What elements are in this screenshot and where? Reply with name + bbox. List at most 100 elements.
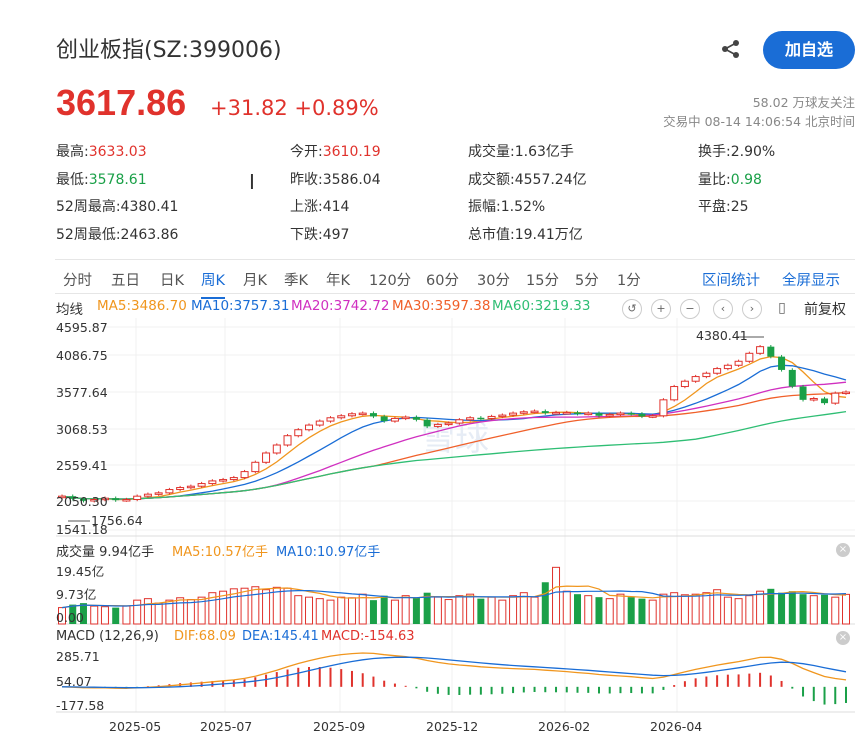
undo-icon[interactable]: ↺ xyxy=(622,299,642,319)
volume-bar xyxy=(358,593,367,625)
candle xyxy=(477,417,485,420)
candle xyxy=(627,413,635,415)
candle xyxy=(208,480,217,485)
volume-bar xyxy=(552,566,561,625)
candle xyxy=(186,485,195,489)
volume-bar xyxy=(702,592,711,625)
candle xyxy=(262,452,271,463)
volume-bar xyxy=(133,599,142,625)
tab-period[interactable]: 120分 xyxy=(369,273,412,289)
x-axis-label: 2025-07 xyxy=(200,719,253,734)
add-watchlist-button[interactable]: 加自选 xyxy=(763,31,855,69)
quote-item: 总市值:19.41万亿 xyxy=(468,224,583,244)
macd-label: MACD (12,26,9) xyxy=(56,629,159,644)
share-icon[interactable] xyxy=(720,38,742,60)
price-axis-label: 1541.18 xyxy=(56,522,108,537)
interval-stats-link[interactable]: 区间统计 xyxy=(702,273,760,289)
ma-legend-label: 均线 xyxy=(56,302,83,318)
macd-value: MACD:-154.63 xyxy=(321,629,415,644)
volume-bar xyxy=(498,599,507,625)
price-axis-label: 3068.53 xyxy=(56,422,108,437)
quote-label: 最高: xyxy=(56,144,89,160)
volume-bar xyxy=(326,599,335,625)
tab-period[interactable]: 1分 xyxy=(617,273,641,289)
low-annotation: 1756.64 xyxy=(91,513,143,528)
volume-bar xyxy=(143,598,152,625)
tab-period[interactable]: 周K xyxy=(201,269,226,299)
volume-bar xyxy=(229,588,238,625)
candle xyxy=(154,492,163,495)
close-volume-icon[interactable]: × xyxy=(836,543,850,557)
fullscreen-link[interactable]: 全屏显示 xyxy=(782,273,840,289)
tab-period[interactable]: 15分 xyxy=(526,273,559,289)
candle xyxy=(562,411,571,415)
close-macd-icon[interactable]: × xyxy=(836,631,850,645)
drag-icon[interactable]: ▯ xyxy=(778,300,786,316)
prev-icon[interactable]: ‹ xyxy=(713,299,733,319)
volume-bar xyxy=(842,593,850,625)
candle xyxy=(745,352,754,362)
volume-bar xyxy=(433,596,442,625)
candle xyxy=(133,495,142,501)
macd-dea-line xyxy=(61,656,847,689)
tab-period[interactable]: 月K xyxy=(243,273,268,289)
candle xyxy=(401,416,410,420)
candle xyxy=(219,479,228,482)
volume-bar xyxy=(767,588,775,624)
next-icon[interactable]: › xyxy=(742,299,762,319)
volume-bar xyxy=(831,596,840,625)
candle xyxy=(197,483,206,487)
quote-value: 4557.24亿 xyxy=(514,172,587,188)
candle xyxy=(143,493,152,497)
candle xyxy=(799,386,807,400)
volume-bar xyxy=(79,603,87,624)
volume-bar xyxy=(574,594,582,624)
volume-bar xyxy=(788,591,796,624)
candle xyxy=(809,397,818,401)
tab-period[interactable]: 5分 xyxy=(575,273,599,289)
volume-bar xyxy=(799,594,807,624)
candle xyxy=(498,414,507,418)
volume-bar xyxy=(638,598,646,624)
zoom-out-icon[interactable]: − xyxy=(680,299,700,319)
candle xyxy=(659,399,668,417)
macd-dif: DIF:68.09 xyxy=(174,629,236,644)
volume-bar xyxy=(723,596,732,625)
candle xyxy=(530,410,539,414)
tab-period[interactable]: 分时 xyxy=(63,273,92,289)
quote-value: 2463.86 xyxy=(120,227,179,243)
candle xyxy=(648,415,657,418)
tab-period[interactable]: 30分 xyxy=(477,273,510,289)
quote-item: 最低:3578.61 xyxy=(56,169,147,189)
quote-item: 上涨:414 xyxy=(290,196,349,216)
macd-axis-label: -177.58 xyxy=(56,698,105,713)
volume-bar xyxy=(680,594,689,625)
adjust-select[interactable]: 前复权 xyxy=(804,302,846,318)
quote-value: 19.41万亿 xyxy=(514,227,583,243)
volume-bar xyxy=(562,590,571,625)
volume-bar xyxy=(616,593,625,625)
candle xyxy=(638,413,646,417)
tab-period[interactable]: 五日 xyxy=(111,273,140,289)
candle xyxy=(616,412,625,416)
volume-bar xyxy=(165,599,174,625)
volume-bar xyxy=(380,595,388,624)
candle xyxy=(734,360,743,366)
candle xyxy=(112,498,120,501)
tab-period[interactable]: 日K xyxy=(160,273,185,289)
candle xyxy=(165,489,174,494)
quote-item: 成交额:4557.24亿 xyxy=(468,169,587,189)
page-title: 创业板指(SZ:399006) xyxy=(56,38,282,63)
volume-ma10: MA10:10.97亿手 xyxy=(276,545,381,560)
zoom-in-icon[interactable]: + xyxy=(651,299,671,319)
tab-period[interactable]: 季K xyxy=(284,273,309,289)
quote-item: 振幅:1.52% xyxy=(468,196,545,216)
tab-period[interactable]: 年K xyxy=(326,273,351,289)
tab-period[interactable]: 60分 xyxy=(426,273,459,289)
ma10-legend: MA10:3757.31 xyxy=(191,298,290,314)
volume-bar xyxy=(305,596,314,625)
volume-bar xyxy=(347,597,356,625)
quote-value: 3578.61 xyxy=(88,172,147,188)
candle xyxy=(69,496,77,499)
